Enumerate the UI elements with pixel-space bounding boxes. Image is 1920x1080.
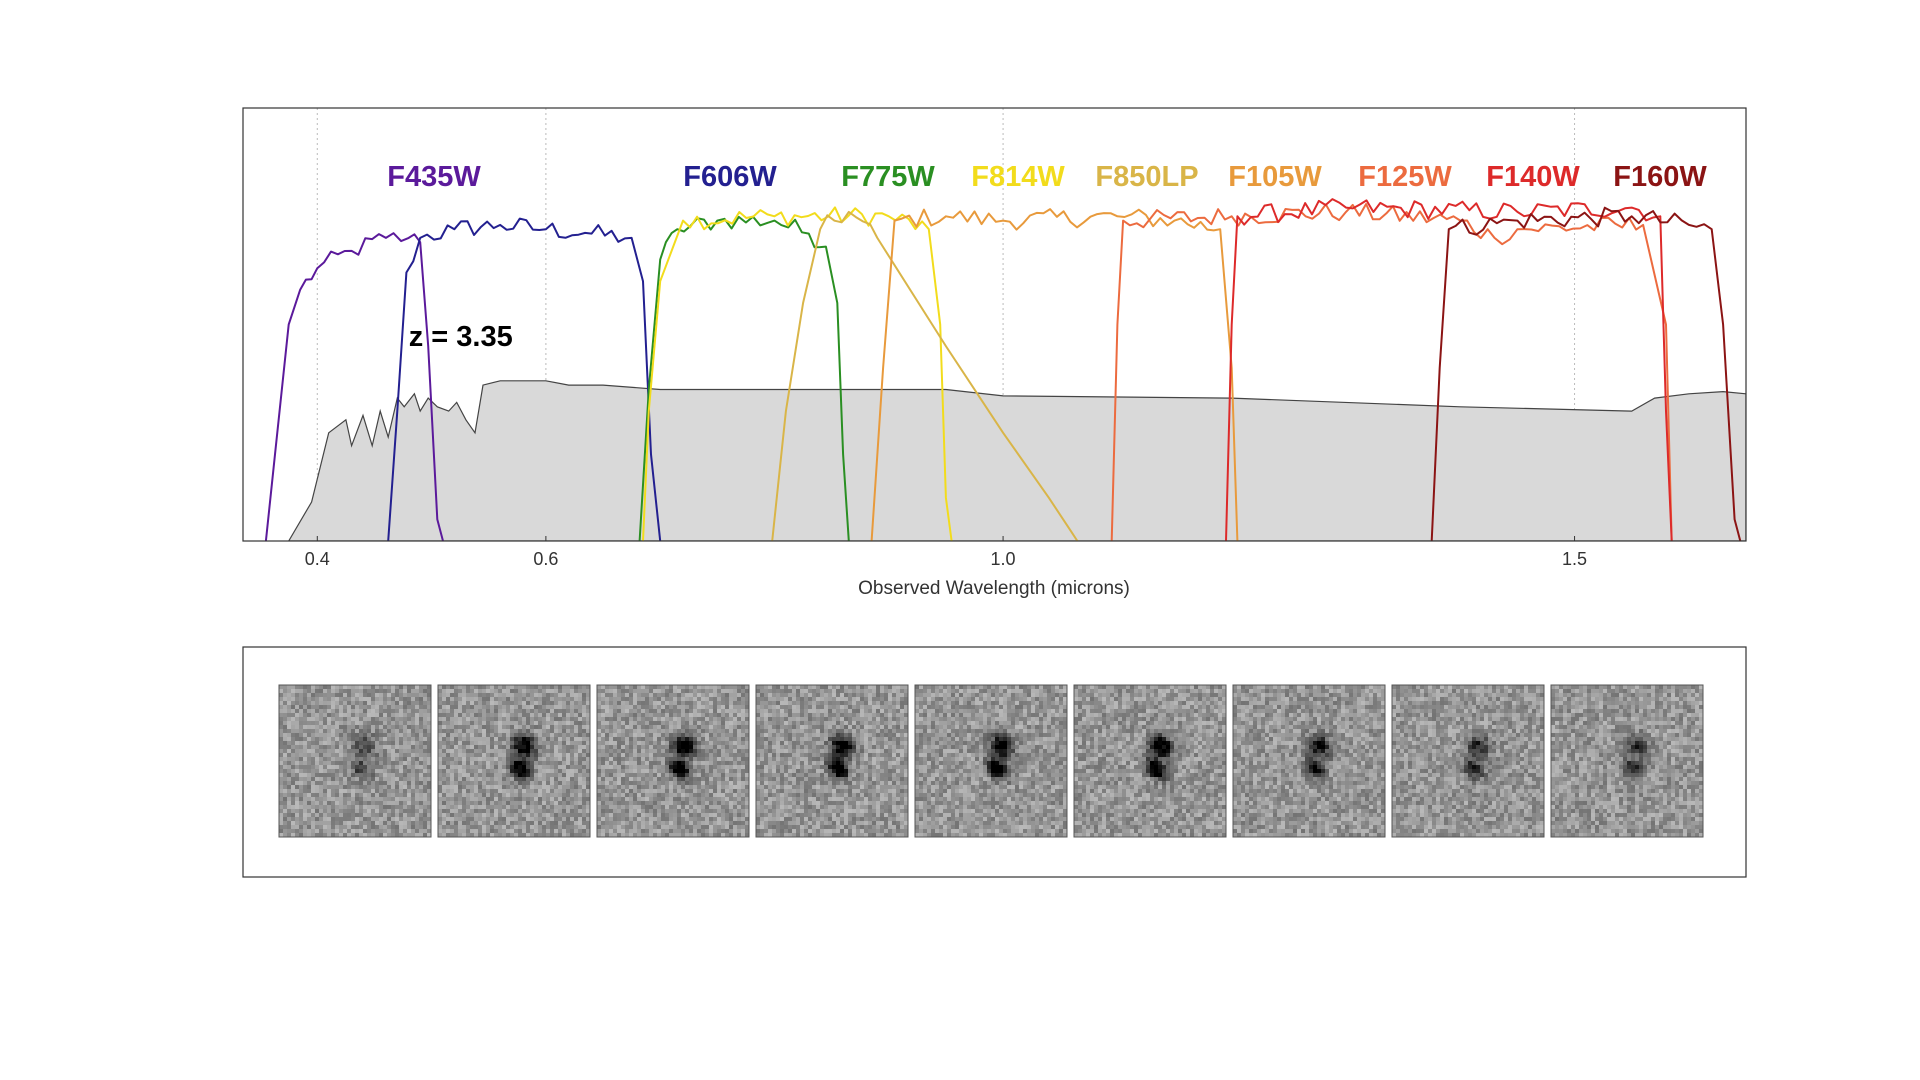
- series-line-f814w: [642, 206, 953, 541]
- series-line-f435w: [264, 232, 444, 541]
- series-line-f850lp: [771, 210, 1079, 541]
- legend-label-f435w: F435W: [387, 161, 481, 193]
- stamp-1: [278, 684, 432, 838]
- redshift-annotation: z = 3.35: [409, 321, 513, 353]
- tick-label: 1.0: [991, 549, 1016, 569]
- legend-label-f160w: F160W: [1613, 161, 1707, 193]
- filter-plot: 0.4 0.6 1.0 1.5 F435W F606W F775W F814W F850LP F…: [242, 107, 1747, 599]
- stamp-2: [437, 684, 591, 838]
- legend-label-f775w: F775W: [841, 161, 935, 193]
- legend-label-f850lp: F850LP: [1095, 161, 1198, 193]
- filter-curves: [264, 198, 1742, 541]
- legend-label-f105w: F105W: [1228, 161, 1322, 193]
- stamp-8: [1391, 684, 1545, 838]
- stamp-frame: [242, 646, 1747, 878]
- tick-label: 1.5: [1562, 549, 1587, 569]
- legend-label-f140w: F140W: [1486, 161, 1580, 193]
- stamp-5: [914, 684, 1068, 838]
- stamp-7: [1232, 684, 1386, 838]
- legend-label-f606w: F606W: [683, 161, 777, 193]
- series-line-f125w: [1110, 203, 1673, 541]
- filter-labels: F435W F606W F775W F814W F850LP F105W F125W F140…: [387, 161, 1707, 193]
- series-line-f606w: [387, 217, 662, 541]
- stamp-panel: [242, 646, 1747, 878]
- galaxy-spectrum: [288, 380, 1746, 541]
- series-line-f160w: [1430, 206, 1742, 541]
- tick-label: 0.6: [533, 549, 558, 569]
- x-axis-label: Observed Wavelength (microns): [858, 578, 1130, 599]
- stamp-3: [596, 684, 750, 838]
- tick-label: 0.4: [305, 549, 330, 569]
- series-line-f105w: [870, 208, 1239, 541]
- series-line-f140w: [1225, 198, 1673, 541]
- legend-label-f814w: F814W: [971, 161, 1065, 193]
- stamp-6: [1073, 684, 1227, 838]
- plot-frame: [242, 107, 1747, 542]
- x-ticks: 0.4 0.6 1.0 1.5: [305, 536, 1587, 569]
- stamp-4: [755, 684, 909, 838]
- legend-label-f125w: F125W: [1358, 161, 1452, 193]
- stamps: [278, 684, 1704, 838]
- stamp-9: [1550, 684, 1704, 838]
- series-line-f775w: [638, 215, 850, 541]
